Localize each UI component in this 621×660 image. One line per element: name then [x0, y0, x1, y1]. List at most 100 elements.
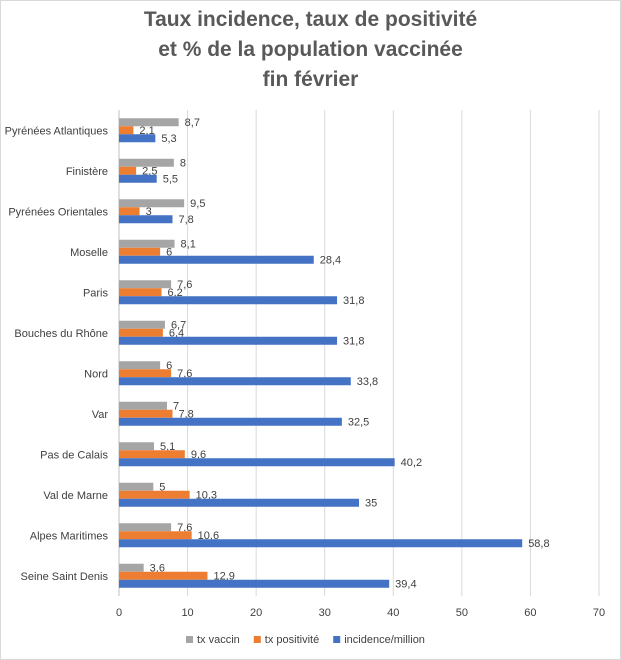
data-label: 31,8	[343, 295, 364, 307]
bar-tx-positivit-	[119, 571, 208, 580]
bar-tx-positivit-	[119, 288, 162, 297]
data-label: 6,2	[168, 287, 183, 299]
data-label: 5,5	[163, 173, 178, 185]
data-label: 10,3	[196, 489, 217, 501]
bar-incidence-million	[119, 417, 342, 426]
category-label: Alpes Maritimes	[30, 530, 109, 542]
bar-incidence-million	[119, 377, 351, 386]
bar-tx-vaccin	[119, 401, 167, 410]
bar-tx-vaccin	[119, 563, 144, 572]
data-label: 7,6	[177, 522, 192, 534]
category-label: Pyrénées Orientales	[8, 206, 108, 218]
bar-incidence-million	[119, 539, 523, 548]
legend-label: incidence/million	[344, 634, 425, 646]
chart-title-line-3: fin février	[262, 68, 359, 91]
data-label: 7,8	[178, 214, 193, 226]
data-label: 8,7	[185, 117, 200, 129]
bar-incidence-million	[119, 215, 173, 224]
x-tick-label: 0	[116, 607, 122, 619]
data-label: 6	[166, 246, 172, 258]
data-label: 12,9	[213, 570, 234, 582]
bar-incidence-million	[119, 174, 157, 183]
chart-title-line-1: Taux incidence, taux de positivité	[143, 8, 478, 31]
category-label: Pas de Calais	[40, 449, 108, 461]
bar-tx-positivit-	[119, 409, 173, 418]
bar-tx-positivit-	[119, 531, 192, 540]
x-tick-label: 10	[181, 607, 193, 619]
data-label: 5	[159, 481, 165, 493]
bar-tx-positivit-	[119, 207, 140, 216]
data-label: 39,4	[395, 578, 416, 590]
category-label: Nord	[84, 368, 108, 380]
bar-tx-positivit-	[119, 166, 137, 175]
data-label: 40,2	[401, 457, 422, 469]
legend-label: tx vaccin	[197, 634, 240, 646]
data-label: 5,1	[160, 441, 175, 453]
legend-swatch	[186, 636, 193, 643]
bar-tx-vaccin	[119, 118, 179, 127]
category-label: Paris	[83, 287, 109, 299]
bar-tx-positivit-	[119, 247, 161, 256]
data-label: 31,8	[343, 335, 364, 347]
data-label: 7,6	[177, 368, 192, 380]
category-label: Finistère	[66, 166, 108, 178]
bar-tx-vaccin	[119, 320, 165, 329]
legend-swatch	[333, 636, 341, 643]
data-label: 8	[180, 157, 186, 169]
data-label: 7,8	[178, 408, 193, 420]
data-label: 35	[365, 497, 377, 509]
data-label: 32,5	[348, 416, 369, 428]
data-label: 3	[146, 206, 152, 218]
x-tick-label: 40	[387, 607, 399, 619]
data-label: 9,5	[190, 198, 205, 210]
data-label: 7,6	[177, 279, 192, 291]
bar-tx-positivit-	[119, 328, 163, 337]
bar-tx-vaccin	[119, 199, 185, 208]
bar-incidence-million	[119, 336, 338, 345]
data-label: 28,4	[320, 254, 341, 266]
category-label: Moselle	[70, 247, 108, 259]
bar-tx-positivit-	[119, 450, 185, 459]
bar-tx-vaccin	[119, 361, 161, 370]
bar-incidence-million	[119, 255, 314, 264]
x-tick-label: 50	[456, 607, 468, 619]
x-tick-label: 20	[250, 607, 262, 619]
data-label: 2,1	[139, 125, 154, 137]
bar-tx-positivit-	[119, 126, 134, 135]
data-label: 6	[166, 360, 172, 372]
data-label: 5,3	[161, 133, 176, 145]
data-label: 33,8	[357, 376, 378, 388]
bar-tx-vaccin	[119, 158, 174, 167]
category-label: Var	[92, 409, 109, 421]
bar-tx-vaccin	[119, 280, 172, 289]
data-label: 6,7	[171, 319, 186, 331]
x-tick-label: 70	[593, 607, 605, 619]
x-tick-label: 60	[524, 607, 536, 619]
bar-incidence-million	[119, 296, 338, 305]
category-label: Seine Saint Denis	[21, 571, 109, 583]
chart-title-line-2: et % de la population vaccinée	[158, 38, 463, 61]
data-label: 2,5	[142, 165, 157, 177]
data-label: 10,6	[198, 530, 219, 542]
data-label: 7	[173, 400, 179, 412]
data-label: 6,4	[169, 327, 184, 339]
data-label: 58,8	[528, 538, 549, 550]
bar-tx-positivit-	[119, 490, 190, 499]
category-label: Bouches du Rhône	[14, 328, 108, 340]
bar-tx-vaccin	[119, 482, 154, 491]
data-label: 3,6	[150, 562, 165, 574]
legend-swatch	[253, 636, 261, 643]
legend-label: tx positivité	[265, 634, 319, 646]
x-tick-label: 30	[319, 607, 331, 619]
bar-tx-vaccin	[119, 239, 175, 248]
data-label: 9,6	[191, 449, 206, 461]
bar-incidence-million	[119, 579, 390, 588]
bar-tx-vaccin	[119, 523, 172, 532]
data-label: 8,1	[181, 238, 196, 250]
bar-incidence-million	[119, 134, 156, 143]
bar-incidence-million	[119, 458, 395, 467]
bar-tx-positivit-	[119, 369, 172, 378]
bar-tx-vaccin	[119, 442, 154, 451]
category-label: Val de Marne	[43, 490, 108, 502]
